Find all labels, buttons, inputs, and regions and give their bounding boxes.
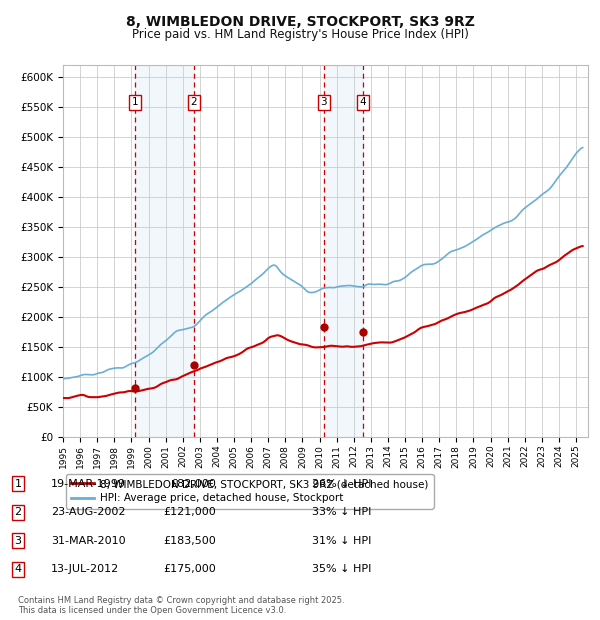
Text: 4: 4 (359, 97, 366, 107)
Text: £183,500: £183,500 (163, 536, 216, 546)
Bar (324, 65, 363, 437)
Text: £121,000: £121,000 (163, 507, 216, 517)
Text: 2: 2 (190, 97, 197, 107)
Text: 33% ↓ HPI: 33% ↓ HPI (312, 507, 371, 517)
Text: Price paid vs. HM Land Registry's House Price Index (HPI): Price paid vs. HM Land Registry's House … (131, 28, 469, 41)
Text: 4: 4 (14, 564, 22, 574)
Text: £175,000: £175,000 (163, 564, 216, 574)
Text: 1: 1 (14, 479, 22, 489)
Text: 3: 3 (320, 97, 327, 107)
Text: 19-MAR-1999: 19-MAR-1999 (51, 479, 126, 489)
Text: 3: 3 (14, 536, 22, 546)
Text: 1: 1 (131, 97, 139, 107)
Bar (135, 65, 194, 437)
Legend: 8, WIMBLEDON DRIVE, STOCKPORT, SK3 9RZ (detached house), HPI: Average price, det: 8, WIMBLEDON DRIVE, STOCKPORT, SK3 9RZ (… (65, 474, 434, 508)
Text: 35% ↓ HPI: 35% ↓ HPI (312, 564, 371, 574)
Text: 31% ↓ HPI: 31% ↓ HPI (312, 536, 371, 546)
Text: £82,000: £82,000 (170, 479, 216, 489)
Text: 2: 2 (14, 507, 22, 517)
Text: 31-MAR-2010: 31-MAR-2010 (51, 536, 125, 546)
Text: 26% ↓ HPI: 26% ↓ HPI (312, 479, 371, 489)
Text: 23-AUG-2002: 23-AUG-2002 (51, 507, 125, 517)
Text: 13-JUL-2012: 13-JUL-2012 (51, 564, 119, 574)
Text: Contains HM Land Registry data © Crown copyright and database right 2025.
This d: Contains HM Land Registry data © Crown c… (18, 596, 344, 615)
Text: 8, WIMBLEDON DRIVE, STOCKPORT, SK3 9RZ: 8, WIMBLEDON DRIVE, STOCKPORT, SK3 9RZ (125, 16, 475, 30)
